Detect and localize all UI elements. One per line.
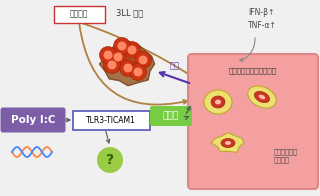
FancyArrowPatch shape	[82, 23, 313, 188]
FancyBboxPatch shape	[53, 5, 105, 23]
Ellipse shape	[211, 96, 225, 108]
Text: 活性化: 活性化	[163, 112, 179, 121]
Polygon shape	[211, 133, 244, 152]
Ellipse shape	[254, 91, 269, 103]
FancyBboxPatch shape	[73, 111, 149, 130]
FancyBboxPatch shape	[1, 107, 66, 132]
Circle shape	[103, 51, 113, 60]
Ellipse shape	[221, 139, 235, 148]
Circle shape	[108, 61, 116, 70]
FancyBboxPatch shape	[188, 54, 318, 189]
Ellipse shape	[204, 90, 232, 114]
Text: 殺す: 殺す	[170, 61, 180, 70]
Polygon shape	[100, 44, 155, 86]
Ellipse shape	[215, 100, 221, 104]
Ellipse shape	[259, 95, 265, 99]
Circle shape	[114, 37, 131, 54]
Circle shape	[130, 64, 147, 81]
Circle shape	[124, 64, 132, 73]
Text: ?: ?	[106, 153, 114, 167]
Text: TLR3-TICAM1: TLR3-TICAM1	[86, 115, 136, 124]
Circle shape	[103, 56, 121, 74]
Ellipse shape	[225, 141, 231, 145]
Circle shape	[97, 147, 123, 173]
FancyBboxPatch shape	[150, 106, 192, 126]
Text: 腫瘍組織: 腫瘍組織	[70, 9, 88, 18]
Circle shape	[100, 46, 116, 64]
Circle shape	[134, 52, 151, 68]
Circle shape	[124, 42, 140, 58]
Circle shape	[109, 48, 126, 65]
Circle shape	[117, 42, 126, 51]
Circle shape	[127, 45, 137, 54]
Text: 腫瘍内にたく
さん居る: 腫瘍内にたく さん居る	[274, 148, 298, 163]
Circle shape	[133, 67, 142, 76]
Circle shape	[139, 55, 148, 64]
Text: IFN-β↑
TNF-α↑: IFN-β↑ TNF-α↑	[248, 8, 277, 30]
Text: 3LL 腫瘍: 3LL 腫瘍	[116, 8, 144, 17]
Circle shape	[114, 53, 123, 62]
Text: 腫瘍浸潤マクロファージ: 腫瘍浸潤マクロファージ	[229, 68, 277, 74]
Circle shape	[119, 60, 137, 76]
Text: Poly I:C: Poly I:C	[11, 115, 55, 125]
FancyArrowPatch shape	[79, 25, 187, 105]
Ellipse shape	[248, 86, 276, 108]
